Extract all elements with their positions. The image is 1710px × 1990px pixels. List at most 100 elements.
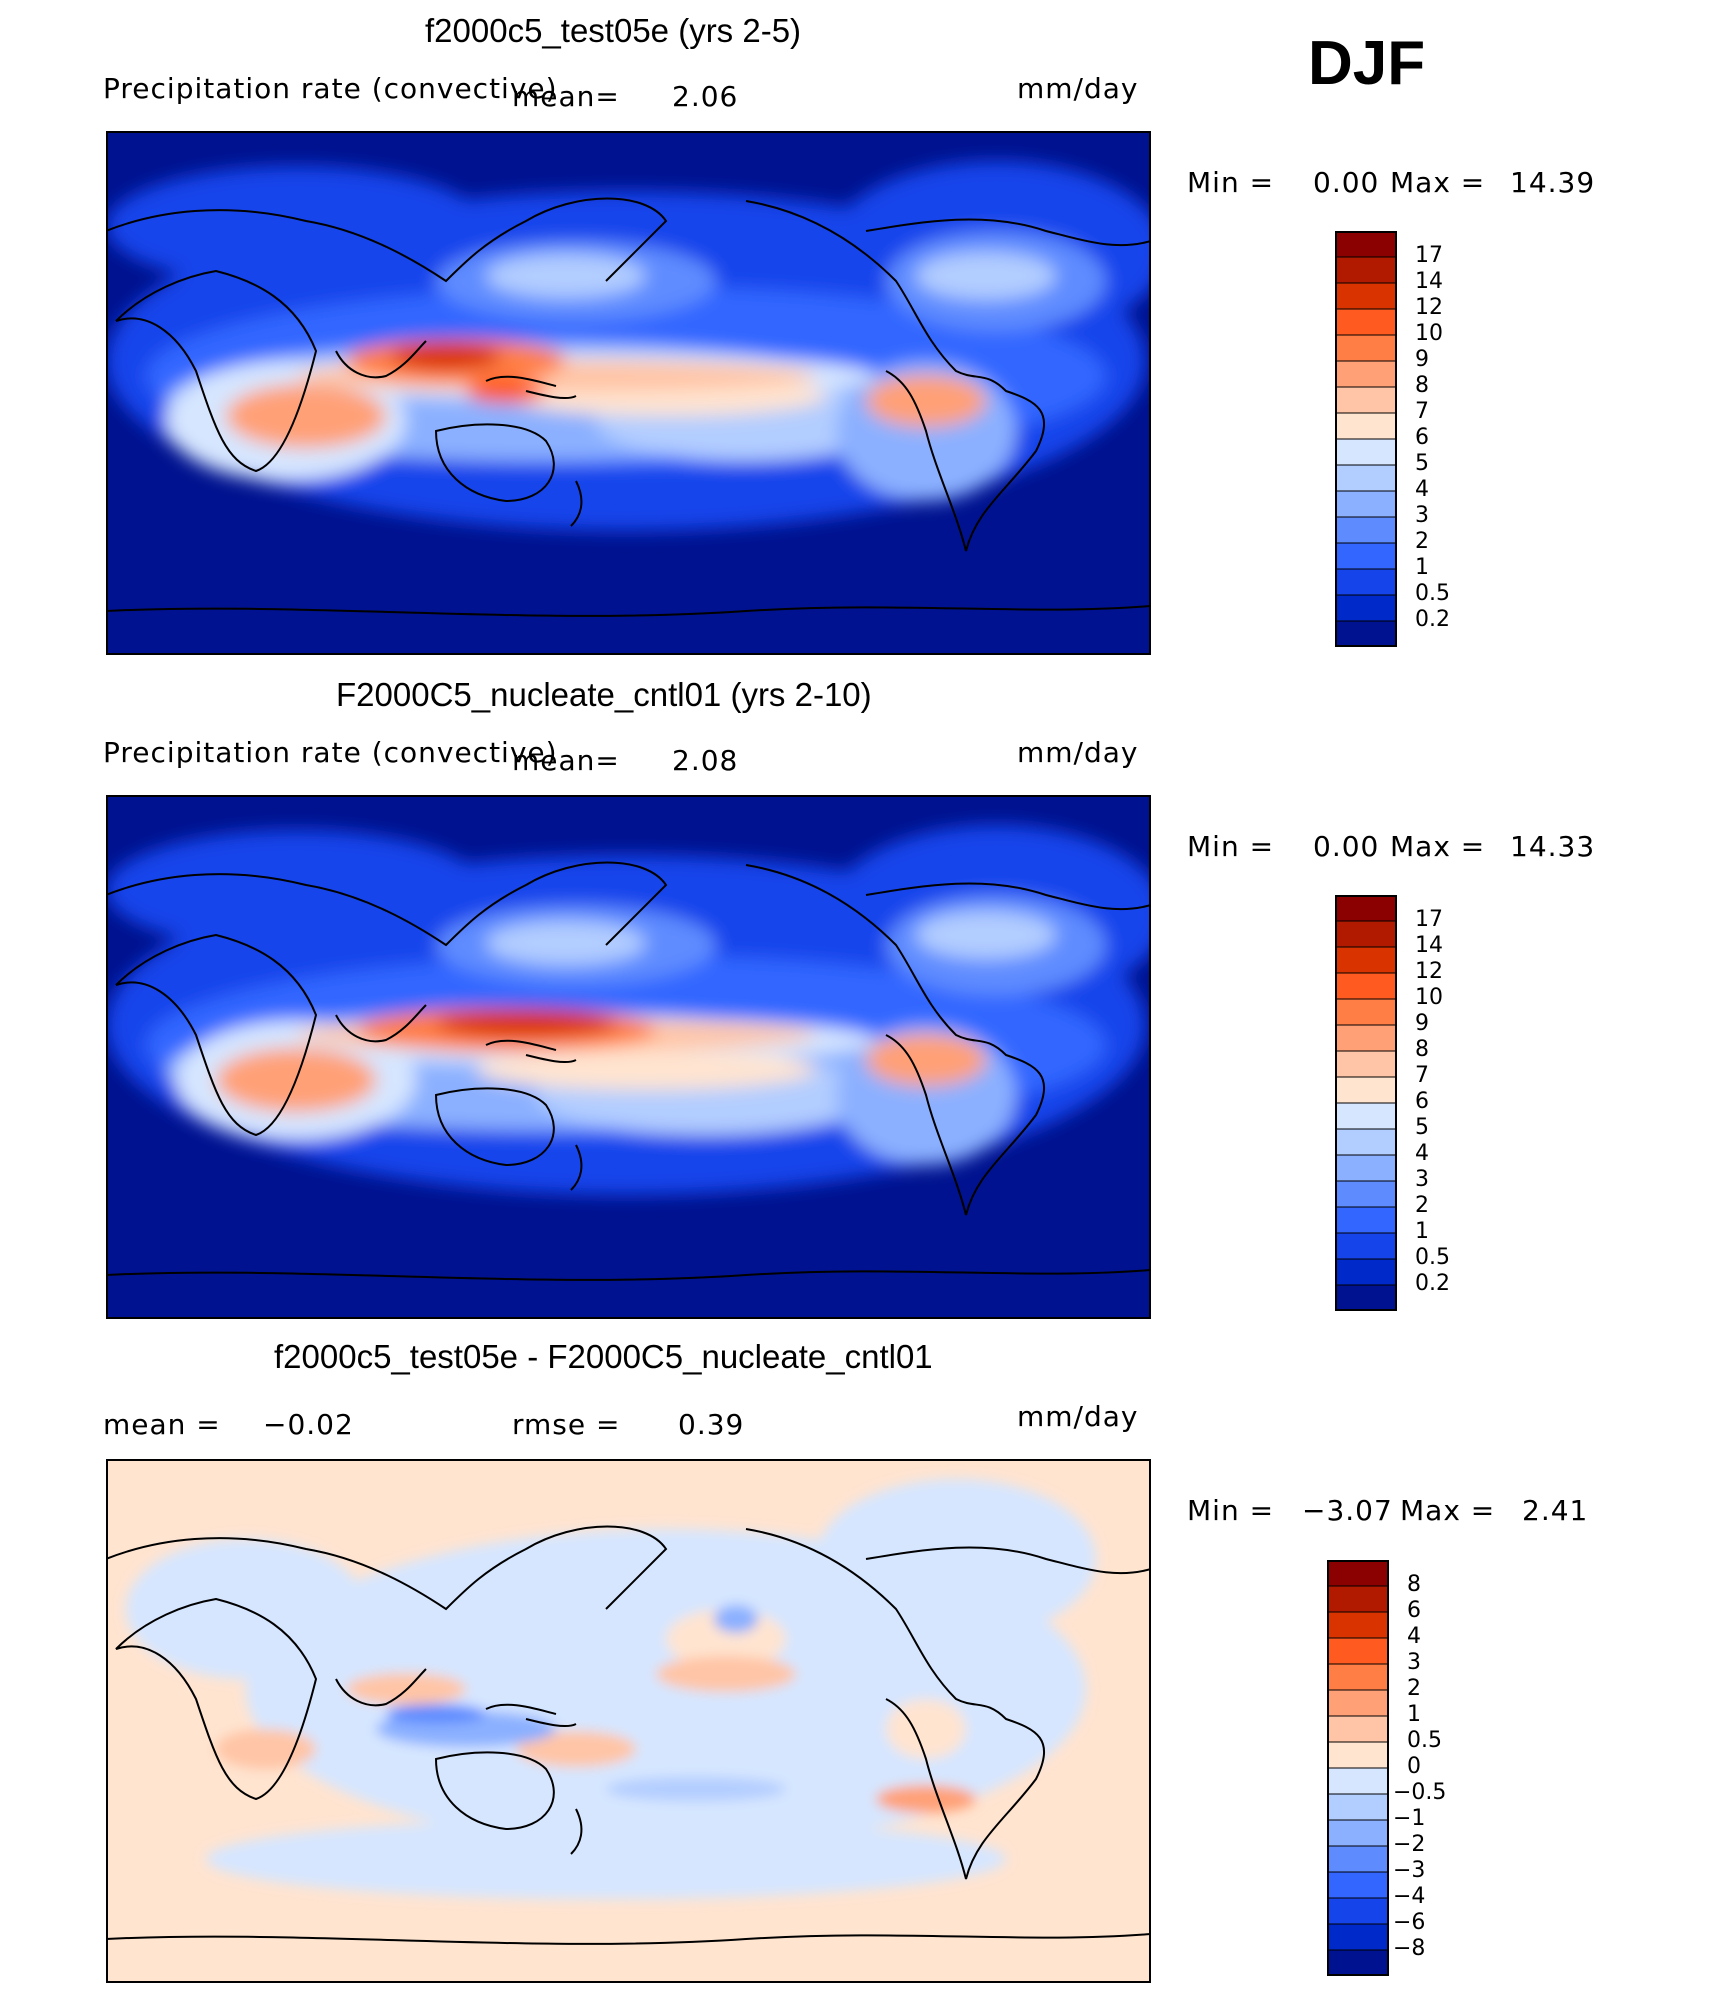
panel-3-min-value: −3.07 (1302, 1494, 1393, 1527)
colorbar-tick-label: 4 (1415, 1141, 1429, 1166)
colorbar-tick-label: 0.5 (1415, 581, 1450, 606)
colorbar-tick-label: −3 (1393, 1858, 1426, 1883)
colorbar-swatch (1335, 1024, 1397, 1052)
panel-2-map (106, 795, 1151, 1319)
colorbar-tick-label: 0.5 (1407, 1728, 1442, 1753)
panel-2-max-label: Max = (1390, 830, 1486, 863)
colorbar-tick-label: 1 (1415, 1219, 1429, 1244)
panel-1-map (106, 131, 1151, 655)
colorbar-swatch (1327, 1923, 1389, 1951)
colorbar-swatch (1335, 412, 1397, 440)
colorbar-tick-label: 3 (1415, 1167, 1429, 1192)
colorbar-tick-label: −1 (1393, 1806, 1426, 1831)
colorbar-tick-label: 6 (1415, 1089, 1429, 1114)
colorbar-swatch (1327, 1560, 1389, 1587)
colorbar-tick-label: 3 (1407, 1650, 1421, 1675)
colorbar-swatch (1335, 946, 1397, 974)
panel-2-title: F2000C5_nucleate_cntl01 (yrs 2-10) (336, 676, 872, 713)
colorbar-tick-label: 14 (1415, 269, 1443, 294)
panel-1-min-label: Min = (1187, 166, 1275, 199)
panel-3-rmse-value: 0.39 (678, 1408, 745, 1441)
colorbar-tick-label: 17 (1415, 243, 1443, 268)
colorbar-tick-label: 17 (1415, 907, 1443, 932)
colorbar-tick-label: 9 (1415, 347, 1429, 372)
panel-3-mean-label: mean = (103, 1408, 221, 1441)
colorbar-tick-label: 4 (1415, 477, 1429, 502)
colorbar-tick-label: 2 (1415, 529, 1429, 554)
colorbar-tick-label: 8 (1407, 1572, 1421, 1597)
colorbar-tick-label: 3 (1415, 503, 1429, 528)
panel-1-title: f2000c5_test05e (yrs 2-5) (425, 12, 802, 49)
colorbar-tick-label: 6 (1407, 1598, 1421, 1623)
colorbar-frame (1327, 1560, 1389, 1976)
colorbar-swatch (1335, 1128, 1397, 1156)
colorbar-swatch (1335, 334, 1397, 362)
colorbar-tick-label: −6 (1393, 1910, 1426, 1935)
colorbar-swatch (1335, 1102, 1397, 1130)
colorbar-swatch (1335, 594, 1397, 622)
colorbar-swatch (1335, 895, 1397, 922)
colorbar-tick-label: −4 (1393, 1884, 1426, 1909)
colorbar-tick-label: 8 (1415, 373, 1429, 398)
colorbar-tick-label: 0.2 (1415, 607, 1450, 632)
panel-3-rmse-label: rmse = (512, 1408, 621, 1441)
panel-2-min-label: Min = (1187, 830, 1275, 863)
panel-1-max-value: 14.39 (1510, 166, 1596, 199)
panel-1-variable: Precipitation rate (convective) (103, 72, 558, 105)
colorbar-swatch (1327, 1949, 1389, 1976)
panel-3-max-label: Max = (1400, 1494, 1496, 1527)
colorbar-swatch (1335, 1206, 1397, 1234)
colorbar-swatch (1335, 542, 1397, 570)
colorbar-swatch (1335, 386, 1397, 414)
colorbar-tick-label: 7 (1415, 399, 1429, 424)
colorbar-tick-label: 14 (1415, 933, 1443, 958)
colorbar-tick-label: −2 (1393, 1832, 1426, 1857)
colorbar-swatch (1335, 360, 1397, 388)
colorbar-tick-label: 10 (1415, 321, 1443, 346)
colorbar-swatch (1327, 1663, 1389, 1691)
colorbar-tick-label: 2 (1415, 1193, 1429, 1218)
panel-1-mean-label: mean= (512, 80, 620, 113)
colorbar-swatch (1335, 568, 1397, 596)
colorbar-tick-label: 5 (1415, 451, 1429, 476)
colorbar-tick-label: 0 (1407, 1754, 1421, 1779)
panel-1-min-value: 0.00 (1313, 166, 1380, 199)
colorbar-swatch (1327, 1611, 1389, 1639)
colorbar-swatch (1335, 972, 1397, 1000)
colorbar-tick-label: 7 (1415, 1063, 1429, 1088)
panel-2-max-value: 14.33 (1510, 830, 1596, 863)
colorbar-tick-label: −0.5 (1393, 1780, 1447, 1805)
panel-1-max-label: Max = (1390, 166, 1486, 199)
panel-1-mean-value: 2.06 (672, 80, 739, 113)
colorbar-swatch (1335, 490, 1397, 518)
colorbar-swatch (1335, 516, 1397, 544)
colorbar-frame (1335, 895, 1397, 1311)
colorbar-swatch (1335, 1232, 1397, 1260)
colorbar-swatch (1327, 1793, 1389, 1821)
panel-2-mean-label: mean= (512, 744, 620, 777)
panel-2-variable: Precipitation rate (convective) (103, 736, 558, 769)
panel-3-title: f2000c5_test05e - F2000C5_nucleate_cntl0… (274, 1338, 933, 1375)
colorbar-swatch (1335, 464, 1397, 492)
colorbar-swatch (1327, 1637, 1389, 1665)
colorbar-swatch (1327, 1897, 1389, 1925)
season-label: DJF (1308, 29, 1426, 98)
colorbar-tick-label: 0.5 (1415, 1245, 1450, 1270)
panel-3-map (106, 1459, 1151, 1983)
colorbar-swatch (1335, 308, 1397, 336)
colorbar-tick-label: −8 (1393, 1936, 1426, 1961)
panel-1-units: mm/day (1017, 72, 1139, 105)
panel-3-max-value: 2.41 (1522, 1494, 1589, 1527)
colorbar-tick-label: 1 (1407, 1702, 1421, 1727)
colorbar-tick-label: 2 (1407, 1676, 1421, 1701)
colorbar-swatch (1335, 231, 1397, 258)
colorbar-tick-label: 4 (1407, 1624, 1421, 1649)
colorbar-swatch (1327, 1689, 1389, 1717)
colorbar-swatch (1335, 256, 1397, 284)
colorbar-swatch (1327, 1845, 1389, 1873)
colorbar-swatch (1327, 1715, 1389, 1743)
colorbar-tick-label: 6 (1415, 425, 1429, 450)
panel-2-min-value: 0.00 (1313, 830, 1380, 863)
colorbar-swatch (1327, 1767, 1389, 1795)
colorbar-swatch (1327, 1741, 1389, 1769)
